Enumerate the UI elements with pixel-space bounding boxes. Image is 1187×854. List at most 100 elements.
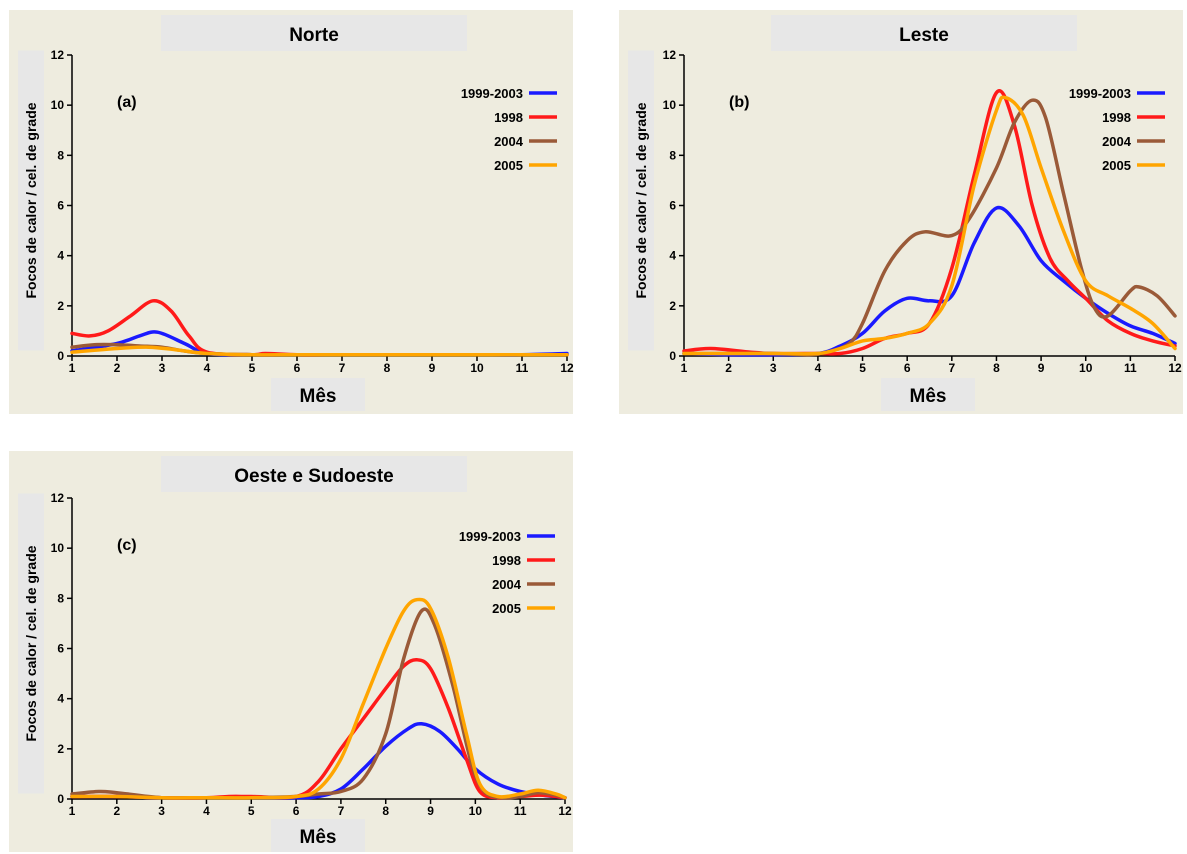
x-tick-label: 9 — [429, 361, 436, 375]
legend-label: 2005 — [492, 601, 521, 616]
x-tick-label: 11 — [514, 804, 527, 818]
legend-label: 1998 — [492, 553, 521, 568]
y-tick-label: 8 — [57, 148, 64, 162]
x-tick-label: 10 — [470, 361, 484, 375]
panel-tag: (a) — [117, 94, 137, 111]
y-tick-label: 10 — [51, 541, 65, 555]
x-tick-label: 8 — [382, 804, 389, 818]
chart-panel-oeste-e-sudoeste: Oeste e Sudoeste 0 2 4 6 8 10 12 1 2 3 4 5 6 7 8 9 10 11 12… — [9, 451, 573, 852]
x-axis-label: Mês — [910, 386, 947, 407]
x-tick-label: 11 — [516, 361, 529, 375]
legend-label: 1998 — [494, 110, 523, 125]
y-label-box — [628, 50, 654, 351]
y-tick-label: 10 — [51, 98, 65, 112]
series-line-2005 — [70, 345, 569, 357]
x-label-box — [881, 378, 975, 411]
legend-label: 1998 — [1102, 110, 1131, 125]
x-tick-label: 10 — [1079, 361, 1093, 375]
y-tick-label: 0 — [669, 349, 676, 363]
x-tick-label: 3 — [158, 804, 165, 818]
y-tick-label: 8 — [57, 591, 64, 605]
y-tick-label: 2 — [57, 742, 64, 756]
x-tick-label: 6 — [294, 361, 301, 375]
legend-label: 2005 — [1102, 158, 1131, 173]
chart-title-box — [161, 456, 467, 492]
y-tick-label: 4 — [57, 692, 64, 706]
x-tick-label: 9 — [1038, 361, 1045, 375]
series-line-1999-2003 — [70, 330, 569, 357]
x-tick-label: 6 — [904, 361, 911, 375]
y-tick-label: 4 — [669, 249, 676, 263]
legend-label: 2004 — [492, 577, 522, 592]
x-tick-label: 10 — [469, 804, 483, 818]
chart-title-box — [161, 15, 467, 51]
series-line-1998 — [70, 658, 567, 800]
x-tick-label: 1 — [69, 804, 76, 818]
y-axis-label: Focos de calor / cel. de grade — [23, 545, 39, 741]
y-axis-label: Focos de calor / cel. de grade — [633, 102, 649, 298]
x-tick-label: 12 — [558, 804, 572, 818]
x-axis-label: Mês — [300, 386, 337, 407]
y-tick-label: 2 — [669, 299, 676, 313]
x-tick-label: 1 — [681, 361, 688, 375]
legend-label: 2005 — [494, 158, 523, 173]
legend-label: 1999-2003 — [1069, 86, 1131, 101]
y-tick-label: 0 — [57, 349, 64, 363]
chart-title: Leste — [899, 25, 949, 46]
y-tick-label: 12 — [663, 48, 677, 62]
y-tick-label: 2 — [57, 299, 64, 313]
x-tick-label: 4 — [203, 804, 210, 818]
x-tick-label: 3 — [770, 361, 777, 375]
series-line-2004 — [70, 607, 567, 800]
y-axis-label: Focos de calor / cel. de grade — [23, 102, 39, 298]
panel-tag: (c) — [117, 537, 137, 554]
legend-label: 1999-2003 — [459, 529, 521, 544]
x-tick-label: 3 — [159, 361, 166, 375]
y-label-box — [18, 50, 44, 351]
x-tick-label: 8 — [384, 361, 391, 375]
x-tick-label: 4 — [815, 361, 822, 375]
series-line-2005 — [70, 597, 567, 800]
x-tick-label: 5 — [859, 361, 866, 375]
chart-title: Oeste e Sudoeste — [234, 466, 393, 487]
x-tick-label: 5 — [249, 361, 256, 375]
y-tick-label: 12 — [51, 491, 65, 505]
y-tick-label: 4 — [57, 249, 64, 263]
y-tick-label: 10 — [663, 98, 677, 112]
legend-label: 1999-2003 — [461, 86, 523, 101]
series-line-1999-2003 — [682, 205, 1177, 357]
x-tick-label: 7 — [339, 361, 346, 375]
y-label-box — [18, 493, 44, 794]
x-tick-label: 9 — [427, 804, 434, 818]
x-tick-label: 2 — [114, 361, 121, 375]
x-tick-label: 11 — [1124, 361, 1137, 375]
x-tick-label: 5 — [248, 804, 255, 818]
series-line-1998 — [682, 89, 1177, 356]
chart-panel-norte: Norte 0 2 4 6 8 10 12 1 2 3 4 5 6 7 8 9 10 11 12 Focos de ca… — [9, 10, 574, 414]
y-tick-label: 12 — [51, 48, 65, 62]
x-tick-label: 4 — [204, 361, 211, 375]
x-label-box — [271, 378, 365, 411]
x-tick-label: 1 — [69, 361, 76, 375]
y-tick-label: 0 — [57, 792, 64, 806]
x-tick-label: 12 — [560, 361, 574, 375]
y-tick-label: 8 — [669, 148, 676, 162]
chart-title: Norte — [289, 25, 339, 46]
y-tick-label: 6 — [669, 199, 676, 213]
x-tick-label: 12 — [1168, 361, 1182, 375]
y-tick-label: 6 — [57, 642, 64, 656]
chart-panel-leste: Leste 0 2 4 6 8 10 12 1 2 3 4 5 6 7 8 9 10 11 12 Focos de ca… — [619, 10, 1183, 414]
y-tick-label: 6 — [57, 199, 64, 213]
legend-label: 2004 — [1102, 134, 1132, 149]
x-label-box — [271, 819, 365, 852]
x-axis-label: Mês — [300, 827, 337, 848]
panel-tag: (b) — [729, 94, 749, 111]
x-tick-label: 2 — [113, 804, 120, 818]
legend-label: 2004 — [494, 134, 524, 149]
x-tick-label: 2 — [725, 361, 732, 375]
x-tick-label: 6 — [293, 804, 300, 818]
series-line-2005 — [682, 95, 1177, 356]
